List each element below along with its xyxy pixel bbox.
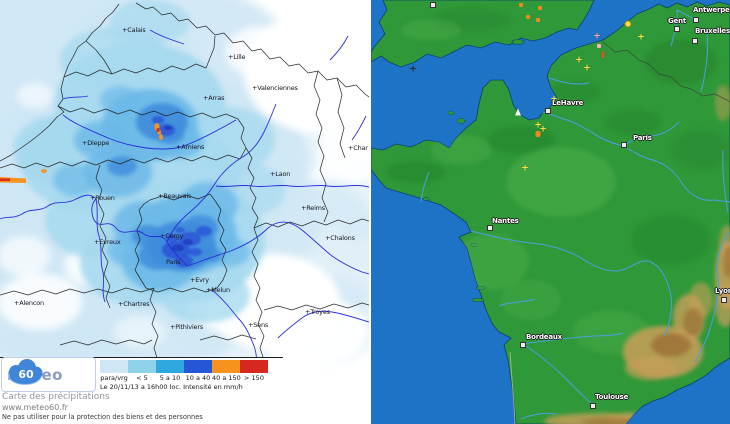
legend-swatch-label: 5 a 10 (159, 374, 181, 382)
city-label: +Reims (301, 204, 325, 212)
legend-swatch (128, 360, 156, 373)
logo-badge: 60 (18, 368, 34, 381)
legend-swatch-label: 10 a 40 (185, 374, 211, 382)
city-marker (621, 142, 627, 148)
city-label: Antwerpen (693, 6, 730, 14)
lightning-impacts-map[interactable]: Antwerpen Gent Bruxelles LeHavre Paris Nantes… (371, 0, 730, 424)
city-label: +Char (348, 144, 368, 152)
legend-swatch (212, 360, 240, 373)
city-label: +Troyes (305, 308, 330, 316)
city-label: Paris (166, 258, 181, 266)
map-title: Carte des précipitations (2, 392, 110, 402)
city-label: +Rouen (90, 194, 115, 202)
isle-of-wight (511, 39, 525, 45)
rain-layer-heavy-cells (0, 123, 163, 183)
city-marker (693, 17, 699, 23)
city-label: LeHavre (552, 99, 584, 107)
city-marker (590, 403, 596, 409)
cross-marker: + (637, 32, 645, 43)
city-marker (430, 2, 436, 8)
rivers-layer (0, 29, 369, 373)
cross-marker: + (550, 94, 558, 105)
city-marker (721, 297, 727, 303)
dot-marker (526, 15, 530, 19)
city-label: +Valenciennes (252, 84, 298, 92)
city-label: +Evry (190, 276, 209, 284)
legend-label-row: para/vrg < 5 5 a 10 10 a 40 40 a 150 > 150 (100, 374, 268, 382)
city-marker (692, 38, 698, 44)
city-label: Bruxelles (695, 27, 730, 35)
city-label: +Cergy (160, 232, 184, 240)
england-terrain-texture (401, 8, 511, 40)
cloud-logo-icon: 60 (8, 359, 43, 385)
legend-swatch (184, 360, 212, 373)
city-label: +Arras (203, 94, 225, 102)
legend-swatch (156, 360, 184, 373)
dot-marker (519, 3, 523, 7)
cross-marker: + (521, 163, 529, 174)
city-marker (487, 225, 493, 231)
city-marker (674, 26, 680, 32)
disclaimer-text: Ne pas utiliser pour la protection des b… (2, 413, 203, 421)
precipitation-radar-map[interactable]: +Calais +Lille +Valenciennes +Arras +Dieppe +… (0, 0, 369, 424)
site-url[interactable]: www.meteo60.fr (2, 403, 68, 412)
city-label: +Chartres (118, 300, 150, 308)
city-label: Bordeaux (526, 333, 562, 341)
belgium-border (602, 41, 730, 103)
rain-layer-core (164, 125, 193, 252)
meteo60-logo[interactable]: meteo 60 (1, 357, 96, 392)
city-label: Toulouse (595, 393, 629, 401)
double-cross-marker: ‡ (600, 50, 606, 61)
lightning-map-svg (371, 0, 730, 424)
city-label: +Calais (122, 26, 146, 34)
cross-marker: + (575, 55, 583, 66)
legend-swatch-label: para/vrg (100, 374, 128, 382)
city-label: +Dieppe (82, 139, 110, 147)
city-label: Lyon (715, 287, 730, 295)
city-label: +Laon (270, 170, 291, 178)
city-label: +Beauvais (158, 192, 192, 200)
sail-marker (515, 108, 521, 116)
city-label: Gent (668, 17, 687, 25)
england-landmass (371, 0, 595, 68)
cross-marker: + (409, 64, 417, 75)
legend-swatch-label: < 5 (136, 374, 148, 382)
dot-marker (536, 18, 540, 22)
legend-swatch (100, 360, 128, 373)
cross-marker: + (534, 120, 542, 131)
map-divider (369, 0, 371, 424)
city-label: +Sens (248, 321, 269, 329)
legend-swatch-label: > 150 (244, 374, 264, 382)
dot-marker (538, 6, 542, 10)
legend-swatch (240, 360, 268, 373)
blob-marker (535, 131, 541, 137)
city-marker (520, 342, 526, 348)
city-label: +Alencon (14, 299, 44, 307)
cross-marker: + (539, 124, 547, 135)
precipitation-radar-svg (0, 0, 369, 373)
city-label: Nantes (492, 217, 519, 225)
city-label: +Melun (206, 286, 230, 294)
borders-layer (0, 2, 369, 359)
legend-swatch-label: 40 a 150 (212, 374, 241, 382)
city-label: Paris (633, 134, 652, 142)
city-label: +Pithiviers (170, 323, 204, 331)
city-marker (545, 108, 551, 114)
city-label: +Amiens (176, 143, 205, 151)
cross-marker: + (583, 63, 591, 74)
cross-marker: + (593, 31, 601, 42)
landes-coast (509, 351, 516, 424)
city-label: +Chalons (325, 234, 355, 242)
city-label: +Evreux (94, 238, 121, 246)
pin-marker (624, 20, 632, 28)
legend-datetime: Le 20/11/13 a 16h00 loc. Intensité en mm… (100, 383, 243, 391)
city-label: +Lille (228, 53, 246, 61)
dot-marker (597, 44, 601, 48)
legend-swatch-row (100, 360, 268, 373)
